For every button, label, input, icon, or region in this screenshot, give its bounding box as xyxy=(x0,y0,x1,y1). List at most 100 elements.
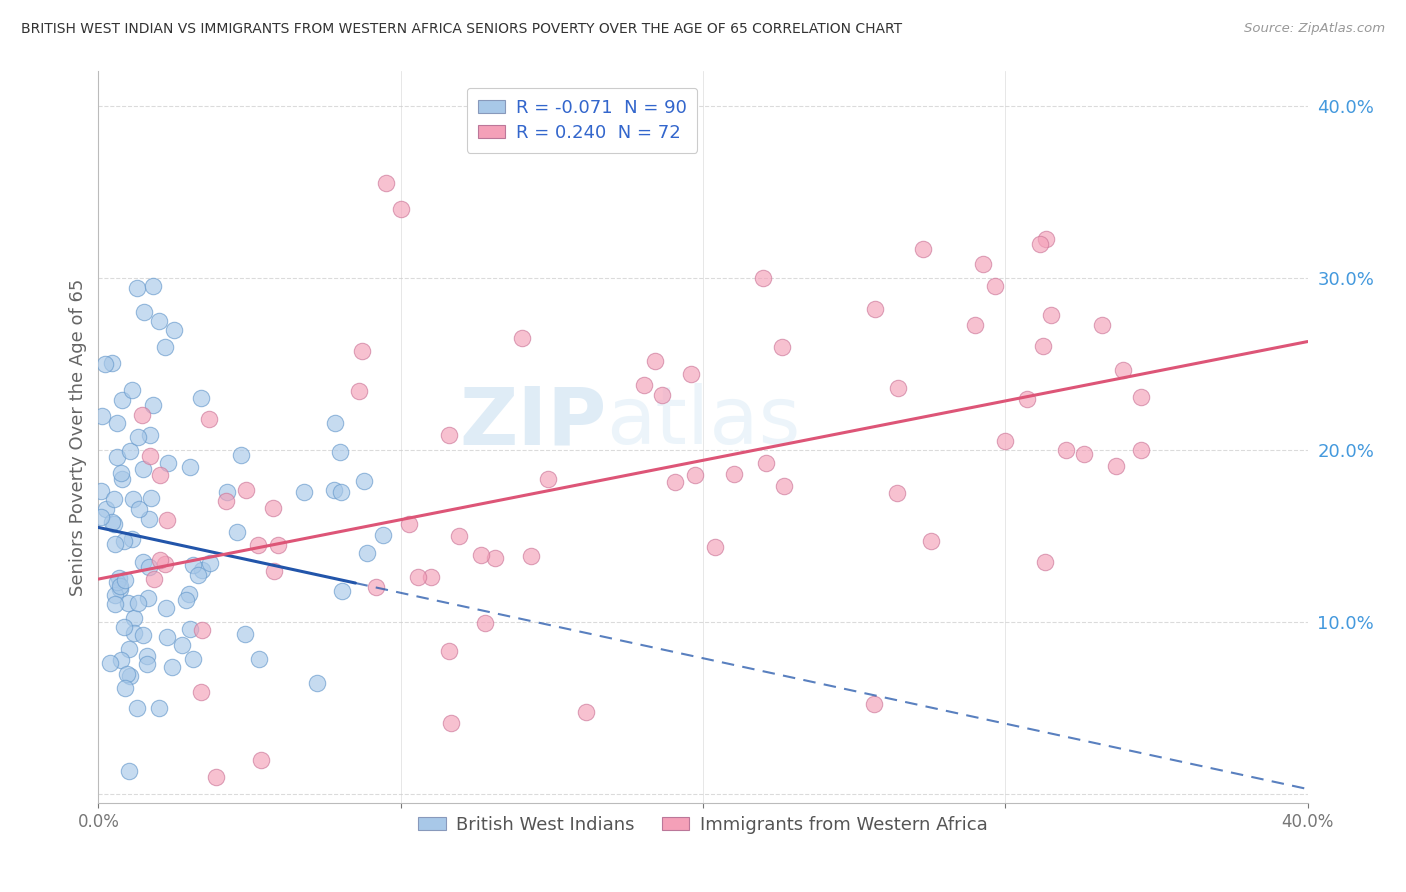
Point xyxy=(267,538,290,552)
Point xyxy=(120,443,142,458)
Point xyxy=(155,601,177,615)
Point xyxy=(294,484,316,499)
Point xyxy=(149,553,172,567)
Point xyxy=(439,644,461,658)
Point xyxy=(170,638,193,652)
Point xyxy=(94,501,117,516)
Point xyxy=(131,409,153,423)
Text: BRITISH WEST INDIAN VS IMMIGRANTS FROM WESTERN AFRICA SENIORS POVERTY OVER THE A: BRITISH WEST INDIAN VS IMMIGRANTS FROM W… xyxy=(21,22,903,37)
Point xyxy=(132,305,155,319)
Point xyxy=(156,631,179,645)
Point xyxy=(1091,318,1114,332)
Point xyxy=(1105,459,1128,474)
Point xyxy=(215,494,238,508)
Point xyxy=(108,582,131,596)
Point xyxy=(330,584,353,599)
Point xyxy=(510,331,533,345)
Point xyxy=(1130,442,1153,457)
Point xyxy=(136,649,159,664)
Point xyxy=(371,528,394,542)
Point xyxy=(105,450,128,464)
Point xyxy=(437,427,460,442)
Point xyxy=(235,483,257,497)
Point xyxy=(179,622,201,636)
Point xyxy=(247,652,270,666)
Point xyxy=(644,354,666,368)
Point xyxy=(128,501,150,516)
Point xyxy=(447,529,470,543)
Point xyxy=(886,486,908,500)
Point xyxy=(420,570,443,584)
Point xyxy=(117,596,139,610)
Point xyxy=(190,391,212,405)
Point xyxy=(389,202,412,216)
Point xyxy=(474,616,496,631)
Point xyxy=(198,412,221,426)
Text: Source: ZipAtlas.com: Source: ZipAtlas.com xyxy=(1244,22,1385,36)
Point xyxy=(323,416,346,430)
Point xyxy=(176,593,198,607)
Point xyxy=(329,485,352,500)
Point xyxy=(520,549,543,564)
Point xyxy=(108,571,131,585)
Point xyxy=(153,340,176,354)
Point xyxy=(103,492,125,507)
Point xyxy=(187,568,209,582)
Point xyxy=(374,176,396,190)
Point xyxy=(226,524,249,539)
Point xyxy=(139,449,162,463)
Point xyxy=(141,491,163,506)
Point xyxy=(470,548,492,562)
Point xyxy=(229,448,252,462)
Point xyxy=(250,753,273,767)
Point xyxy=(246,538,269,552)
Point xyxy=(633,378,655,392)
Point xyxy=(90,484,112,499)
Point xyxy=(156,456,179,470)
Point xyxy=(122,491,145,506)
Point xyxy=(110,466,132,480)
Point xyxy=(114,574,136,588)
Point xyxy=(115,667,138,681)
Point xyxy=(329,445,352,459)
Point xyxy=(177,587,200,601)
Point xyxy=(484,550,506,565)
Point xyxy=(356,546,378,560)
Point xyxy=(323,483,346,497)
Point xyxy=(156,513,179,527)
Point xyxy=(723,467,745,482)
Point xyxy=(262,500,284,515)
Point xyxy=(104,537,127,551)
Point xyxy=(105,416,128,430)
Point xyxy=(994,434,1017,449)
Point xyxy=(770,340,793,354)
Point xyxy=(163,322,186,336)
Point xyxy=(1015,392,1038,406)
Point xyxy=(112,534,135,549)
Point xyxy=(121,532,143,546)
Point xyxy=(352,344,374,359)
Point xyxy=(148,314,170,328)
Point xyxy=(107,575,129,590)
Point xyxy=(1073,447,1095,461)
Point xyxy=(131,628,153,642)
Point xyxy=(127,596,149,610)
Legend: British West Indians, Immigrants from Western Africa: British West Indians, Immigrants from We… xyxy=(411,809,995,841)
Point xyxy=(911,243,934,257)
Point xyxy=(181,558,204,572)
Point xyxy=(110,579,132,593)
Point xyxy=(773,479,796,493)
Point xyxy=(217,484,239,499)
Point xyxy=(575,705,598,719)
Point xyxy=(153,557,176,571)
Point xyxy=(101,515,124,529)
Point xyxy=(121,384,143,398)
Point xyxy=(135,657,157,672)
Point xyxy=(179,460,201,475)
Point xyxy=(752,271,775,285)
Point xyxy=(190,684,212,698)
Point xyxy=(98,657,121,671)
Point xyxy=(191,563,214,577)
Point xyxy=(183,652,205,666)
Point xyxy=(132,555,155,569)
